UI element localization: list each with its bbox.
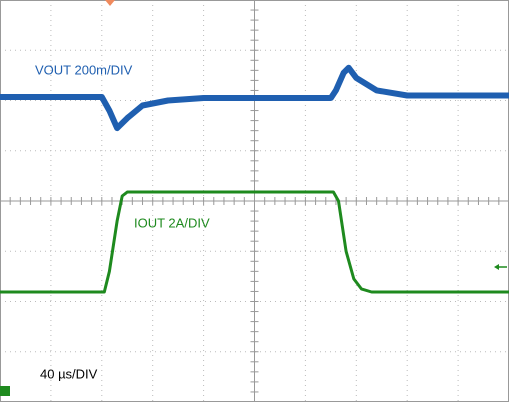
trace xyxy=(0,190,509,294)
trigger-marker xyxy=(105,0,115,6)
trace xyxy=(0,64,509,132)
ground-marker xyxy=(0,386,10,396)
iout-ref-arrow xyxy=(494,264,499,270)
vout-label: VOUT 200m/DIV xyxy=(35,62,133,77)
timebase-label: 40 µs/DIV xyxy=(40,366,98,381)
iout-label: IOUT 2A/DIV xyxy=(134,215,210,230)
traces xyxy=(0,64,509,294)
